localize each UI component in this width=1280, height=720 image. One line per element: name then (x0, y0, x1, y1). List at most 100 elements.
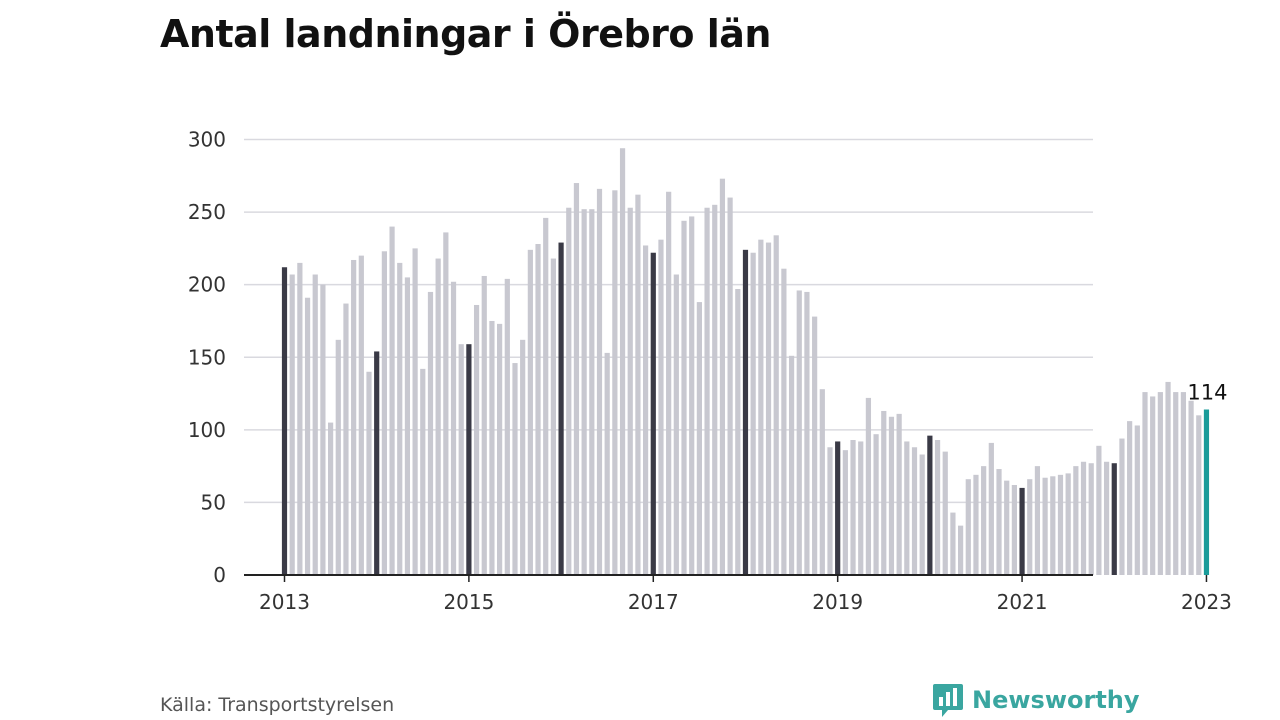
y-tick-label: 100 (188, 418, 226, 442)
bar (988, 442, 994, 575)
bar (1173, 392, 1179, 575)
bar (927, 435, 933, 575)
bar (812, 316, 818, 575)
bar (773, 235, 779, 575)
y-tick-label: 50 (201, 490, 226, 514)
bar (911, 447, 918, 575)
bar (973, 474, 979, 575)
bar (835, 441, 841, 575)
bar (1188, 400, 1194, 575)
bar (650, 252, 656, 576)
bar (681, 220, 687, 576)
bar (1057, 474, 1064, 575)
bar (727, 197, 733, 575)
bar (1004, 480, 1010, 575)
bar (804, 291, 810, 575)
bar (289, 274, 295, 575)
bar (450, 281, 457, 575)
bar (1019, 487, 1025, 575)
bar (366, 371, 372, 575)
bar (389, 226, 395, 575)
x-axis-ticks: 2013 2015 2017 2019 2021 2023 (259, 575, 1232, 614)
x-tick-label: 2015 (443, 590, 494, 614)
y-tick-label: 300 (188, 128, 226, 152)
x-tick-label: 2013 (259, 590, 310, 614)
bar (1157, 392, 1163, 575)
brand-name: Newsworthy (972, 686, 1140, 714)
bar (1196, 415, 1202, 575)
bar (742, 249, 749, 575)
bar (420, 368, 426, 575)
bar (458, 344, 464, 575)
bar (881, 410, 887, 575)
bar (527, 249, 533, 575)
bar (1080, 461, 1087, 575)
bar (704, 207, 710, 576)
bar (281, 267, 288, 575)
bar (596, 188, 603, 576)
bar (1165, 381, 1171, 575)
bar (473, 304, 480, 575)
bar (1134, 425, 1140, 575)
bar (497, 323, 503, 575)
bar (689, 216, 695, 575)
bar (320, 284, 326, 575)
bar (996, 469, 1002, 575)
bar (896, 413, 902, 575)
bar (412, 248, 418, 576)
bar (1119, 438, 1125, 575)
bar (712, 204, 718, 575)
bar (543, 217, 549, 575)
bar (335, 339, 341, 575)
bar (627, 207, 633, 576)
bar (750, 252, 756, 576)
bar (765, 242, 772, 575)
bar (489, 320, 495, 575)
y-tick-label: 150 (188, 345, 226, 369)
chart-title: Antal landningar i Örebro län (160, 12, 771, 56)
bar (1203, 409, 1210, 575)
bar (666, 191, 672, 575)
bar (919, 454, 925, 575)
bar (297, 262, 303, 575)
bar (673, 274, 679, 575)
bar (934, 440, 941, 575)
bar (589, 209, 595, 575)
bar (1034, 466, 1041, 576)
bar (873, 434, 879, 575)
y-tick-label: 250 (188, 200, 226, 224)
brand-logo: Newsworthy (932, 682, 1140, 718)
newsworthy-logo-icon (933, 684, 963, 717)
bar (942, 451, 948, 575)
bar (343, 303, 349, 575)
bar (635, 194, 641, 575)
bar (781, 268, 787, 575)
bar (1042, 477, 1048, 575)
bar (397, 262, 403, 575)
bar (850, 440, 856, 575)
bar (619, 148, 626, 575)
bar (965, 479, 971, 575)
x-tick-label: 2023 (1181, 590, 1232, 614)
bar (404, 277, 411, 575)
bar (1088, 463, 1094, 575)
highlight-value-label: 114 (1187, 381, 1227, 405)
bar (374, 351, 380, 575)
bar (1180, 392, 1187, 575)
bar (304, 297, 311, 575)
bar (512, 363, 518, 575)
bar (758, 239, 764, 576)
bar (1065, 473, 1071, 575)
bar (573, 183, 580, 576)
bar (904, 441, 910, 575)
bar (328, 422, 334, 575)
bar (481, 275, 487, 575)
bar (735, 289, 741, 575)
bar (865, 397, 872, 575)
bar (604, 352, 610, 575)
bar (958, 525, 964, 575)
bar (550, 258, 556, 575)
bar (520, 339, 526, 575)
bar (1111, 463, 1117, 575)
